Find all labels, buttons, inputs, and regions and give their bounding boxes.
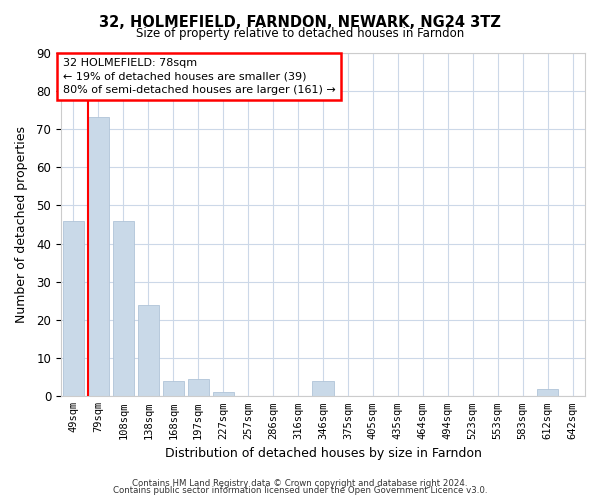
Text: 32 HOLMEFIELD: 78sqm
← 19% of detached houses are smaller (39)
80% of semi-detac: 32 HOLMEFIELD: 78sqm ← 19% of detached h…	[63, 58, 335, 94]
Text: Contains HM Land Registry data © Crown copyright and database right 2024.: Contains HM Land Registry data © Crown c…	[132, 478, 468, 488]
Bar	[537, 388, 558, 396]
Y-axis label: Number of detached properties: Number of detached properties	[15, 126, 28, 323]
Text: Contains public sector information licensed under the Open Government Licence v3: Contains public sector information licen…	[113, 486, 487, 495]
X-axis label: Distribution of detached houses by size in Farndon: Distribution of detached houses by size …	[164, 447, 481, 460]
Text: 32, HOLMEFIELD, FARNDON, NEWARK, NG24 3TZ: 32, HOLMEFIELD, FARNDON, NEWARK, NG24 3T…	[99, 15, 501, 30]
Bar	[313, 381, 334, 396]
Bar	[63, 220, 84, 396]
Bar	[137, 304, 159, 396]
Bar	[113, 220, 134, 396]
Bar	[163, 381, 184, 396]
Bar	[88, 118, 109, 396]
Text: Size of property relative to detached houses in Farndon: Size of property relative to detached ho…	[136, 28, 464, 40]
Bar	[188, 379, 209, 396]
Bar	[212, 392, 234, 396]
